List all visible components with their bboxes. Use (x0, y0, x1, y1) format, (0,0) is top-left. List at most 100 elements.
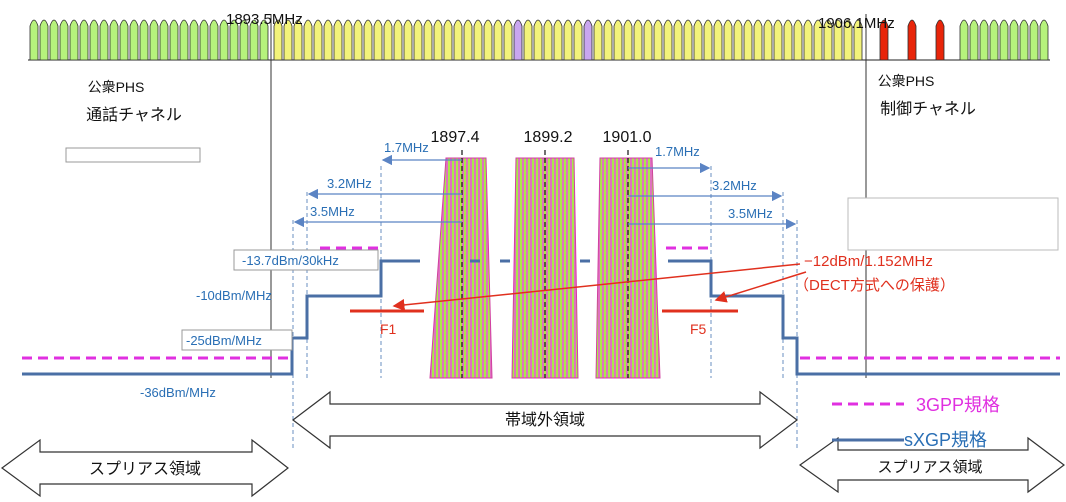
phs-channel-green (29, 19, 39, 61)
dect-protection (350, 263, 807, 313)
f5-label: F5 (690, 321, 707, 337)
phs-channel-yellow (333, 19, 343, 61)
phs-channel-green (79, 19, 89, 61)
phs-channel-yellow (633, 19, 643, 61)
freq-left-label: 1893.5MHz (226, 11, 303, 28)
phs-channel-yellow (393, 19, 403, 61)
carrier-1 (429, 157, 493, 379)
phs-channel-yellow (753, 19, 763, 61)
phs-channel-green (59, 19, 69, 61)
phs-channel-yellow (733, 19, 743, 61)
carrier-2 (511, 157, 579, 379)
phs-channel-yellow (323, 19, 333, 61)
phs-channel-green (1009, 19, 1019, 61)
phs-channel-yellow (703, 19, 713, 61)
phs-channel-yellow (693, 19, 703, 61)
level-10-label: -10dBm/MHz (196, 288, 272, 303)
phs-channel-yellow (503, 19, 513, 61)
phs-channel-yellow (533, 19, 543, 61)
phs-channel-red (935, 19, 945, 61)
offset-arrows (293, 154, 797, 230)
phs-channel-yellow (723, 19, 733, 61)
phs-channel-yellow (443, 19, 453, 61)
dect-limit-label: −12dBm/1.152MHz (804, 253, 933, 270)
phs-channel-yellow (833, 19, 843, 61)
right-phs-line1: 公衆PHS (878, 73, 935, 89)
phs-channel-green (199, 19, 209, 61)
phs-channel-yellow (663, 19, 673, 61)
phs-channel-green (979, 19, 989, 61)
phs-channel-yellow (493, 19, 503, 61)
phs-channel-green (119, 19, 129, 61)
phs-channel-green (259, 19, 269, 61)
phs-channel-yellow (843, 19, 853, 61)
out-of-band-arrow (292, 390, 798, 450)
f1-label: F1 (380, 321, 397, 337)
phs-channel-green (39, 19, 49, 61)
phs-channel-green (999, 19, 1009, 61)
phs-channel-green (209, 19, 219, 61)
phs-channel-green (969, 19, 979, 61)
phs-channel-yellow (483, 19, 493, 61)
phs-channel-yellow (423, 19, 433, 61)
legend-3gpp-label: 3GPP規格 (916, 395, 1000, 415)
phs-channel-green (959, 19, 969, 61)
level-13.7-box (233, 249, 379, 271)
phs-channel-purple (583, 19, 593, 61)
phs-channel-green (109, 19, 119, 61)
legend-sxgp-label: sXGP規格 (904, 430, 987, 450)
phs-channel-green (49, 19, 59, 61)
phs-channel-green (989, 19, 999, 61)
phs-channel-yellow (713, 19, 723, 61)
phs-channel-yellow (613, 19, 623, 61)
phs-channel-yellow (643, 19, 653, 61)
phs-channel-yellow (403, 19, 413, 61)
phs-channel-green (219, 19, 229, 61)
phs-channel-yellow (433, 19, 443, 61)
empty-box-left (65, 147, 201, 163)
center-1-label: 1897.4 (431, 129, 480, 146)
offset-1.7-left: 1.7MHz (384, 140, 429, 155)
phs-channel-green (1039, 19, 1049, 61)
phs-channel-yellow (773, 19, 783, 61)
phs-channel-yellow (683, 19, 693, 61)
phs-channel-yellow (303, 19, 313, 61)
phs-channel-green (179, 19, 189, 61)
offset-3.5-left: 3.5MHz (310, 204, 355, 219)
phs-channel-yellow (453, 19, 463, 61)
phs-channel-yellow (293, 19, 303, 61)
phs-channel-yellow (823, 19, 833, 61)
phs-channel-yellow (343, 19, 353, 61)
freq-right-label: 1906.1MHz (818, 15, 895, 32)
phs-channel-yellow (313, 19, 323, 61)
phs-channel-yellow (783, 19, 793, 61)
phs-channel-green (69, 19, 79, 61)
spurious-arrow-left (0, 438, 289, 498)
empty-box-right (847, 197, 1059, 251)
phs-channel-red (907, 19, 917, 61)
dect-note-label: （DECT方式への保護） (794, 277, 955, 294)
phs-channel-green (239, 19, 249, 61)
phs-channel-green (139, 19, 149, 61)
right-phs-line2: 制御チャネル (880, 100, 976, 118)
phs-channel-green (149, 19, 159, 61)
phs-channel-green (1019, 19, 1029, 61)
phs-channel-green (169, 19, 179, 61)
phs-channel-yellow (413, 19, 423, 61)
phs-channel-row (29, 19, 1049, 61)
offset-3.2-left: 3.2MHz (327, 176, 372, 191)
phs-channel-yellow (673, 19, 683, 61)
out-of-band-label: 帯域外領域 (505, 411, 585, 429)
carrier-3 (595, 157, 661, 379)
offset-3.5-right: 3.5MHz (728, 206, 773, 221)
phs-channel-yellow (373, 19, 383, 61)
phs-channel-yellow (793, 19, 803, 61)
phs-channel-green (129, 19, 139, 61)
phs-channel-yellow (763, 19, 773, 61)
phs-channel-yellow (523, 19, 533, 61)
phs-channel-yellow (803, 19, 813, 61)
phs-channel-yellow (573, 19, 583, 61)
mask-sxgp (22, 259, 1060, 376)
